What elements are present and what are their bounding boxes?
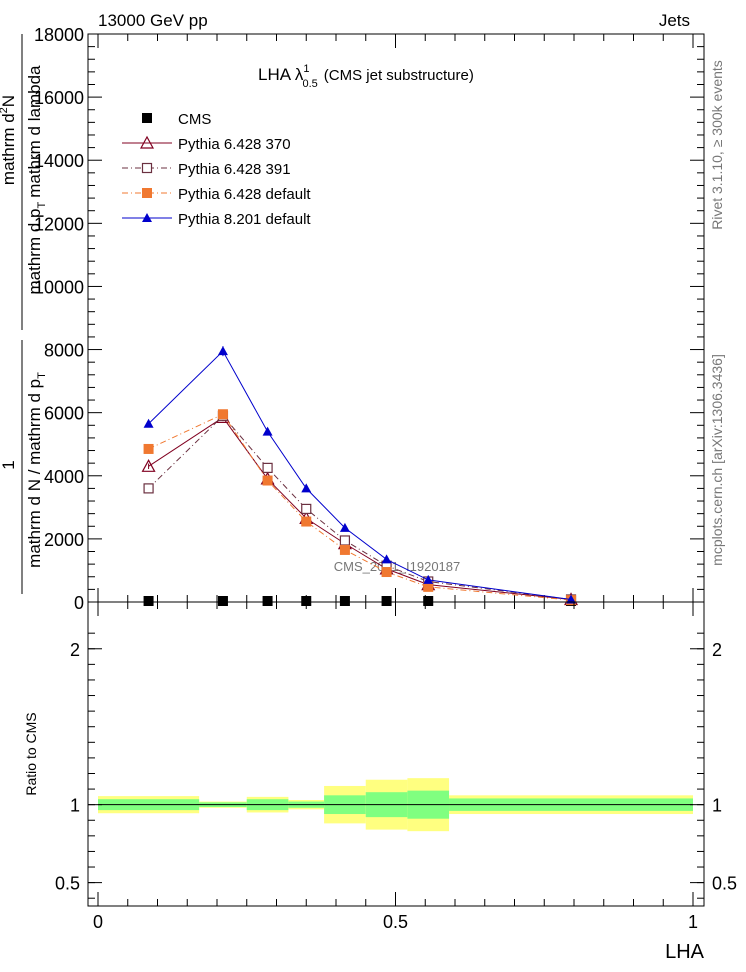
legend-label: Pythia 6.428 370 (178, 136, 291, 153)
data-point (142, 213, 152, 222)
data-point (381, 554, 392, 564)
main-panel: 0 2000 4000 6000 8000 10000 12000 14000 16000 180… (34, 25, 705, 613)
main-series-group (141, 346, 579, 606)
data-point (423, 574, 434, 584)
data-point (566, 594, 577, 604)
analysis-watermark: CMS_2021_I1920187 (334, 559, 461, 574)
series-line (148, 350, 572, 600)
main-ytick-label: 2000 (44, 530, 84, 550)
series-line (148, 415, 572, 600)
series-4 (143, 346, 577, 604)
chart-title-main: LHA λ (258, 65, 304, 84)
chart-title-sub: 0.5 (302, 78, 317, 90)
main-ytick-label: 4000 (44, 467, 84, 487)
data-point (339, 535, 351, 546)
main-ytick-label: 12000 (34, 214, 84, 234)
data-point (141, 459, 156, 472)
main-ytick-label: 8000 (44, 341, 84, 361)
legend-entry: CMS (142, 111, 211, 128)
main-y-ticks: 0 2000 4000 6000 8000 10000 12000 14000 16000 180… (34, 25, 704, 613)
data-point (262, 596, 273, 606)
ylabel-denominator: mathrm d pTmathrm d lambda (25, 65, 48, 295)
main-y-axis-label: 1 mathrm d N / mathrm d pT mathrm d2N ma… (0, 34, 48, 594)
ratio-xtick-label: 1 (688, 912, 698, 932)
header-right: Jets (659, 11, 690, 30)
series-0 (143, 596, 577, 606)
ratio-ytick-label-right: 0.5 (712, 874, 737, 894)
main-ytick-label: 18000 (34, 25, 84, 45)
data-point (423, 581, 434, 592)
data-point (142, 113, 152, 123)
data-point (143, 596, 154, 606)
data-point (141, 162, 153, 174)
legend: CMS Pythia 6.428 370 Pythia 6.428 391 Pythi… (122, 111, 311, 228)
main-ytick-label: 6000 (44, 404, 84, 424)
data-point (301, 596, 312, 606)
chart-title: LHA λ1 0.5 (CMS jet substructure) (258, 63, 474, 90)
x-axis-label: LHA (665, 941, 705, 963)
ratio-ytick-label: 2 (70, 640, 80, 660)
data-point (423, 596, 434, 606)
data-point (301, 503, 312, 515)
data-point (217, 346, 228, 356)
legend-entry: Pythia 6.428 default (122, 186, 311, 203)
ratio-ytick-label-right: 2 (712, 640, 722, 660)
rivet-label: Rivet 3.1.10, ≥ 300k events (709, 60, 725, 230)
legend-label: CMS (178, 111, 211, 128)
ratio-xtick-label: 0 (93, 912, 103, 932)
data-point (301, 483, 312, 493)
legend-label: Pythia 8.201 default (178, 211, 311, 228)
data-point (381, 567, 392, 578)
main-ytick-label: 0 (74, 593, 84, 613)
data-point (143, 483, 154, 494)
data-point (262, 462, 273, 473)
series-line (148, 413, 572, 601)
main-ytick-label: 16000 (34, 88, 84, 108)
main-ytick-label: 14000 (34, 151, 84, 171)
chart-title-suffix: (CMS jet substructure) (324, 67, 474, 84)
main-ytick-label: 10000 (34, 277, 84, 297)
data-point (139, 135, 155, 149)
chart-title-sup: 1 (303, 63, 309, 75)
series-2 (143, 410, 577, 605)
data-point (262, 475, 273, 486)
mcplots-label: mcplots.cern.ch [arXiv:1306.3436] (709, 354, 725, 566)
data-point (339, 544, 350, 555)
ratio-ytick-label: 0.5 (55, 874, 80, 894)
legend-label: Pythia 6.428 391 (178, 161, 291, 178)
data-point (142, 188, 152, 198)
ratio-ytick-label: 1 (70, 796, 80, 816)
ratio-y-ticks: 0.5 0.5 1 1 2 2 (55, 632, 737, 899)
data-point (339, 522, 350, 532)
data-point (143, 443, 154, 454)
ratio-panel: 0.5 0.51 12 2 0 0.5 1 Ratio to CMS LHA (23, 601, 737, 963)
ylabel-upper: mathrm d2N (0, 95, 18, 185)
series-3 (143, 409, 577, 606)
series-line (148, 416, 572, 600)
data-point (301, 516, 312, 527)
legend-label: Pythia 6.428 default (178, 186, 311, 203)
data-point (143, 418, 154, 428)
ratio-frame (87, 601, 705, 907)
header-left: 13000 GeV pp (98, 11, 208, 30)
ratio-x-ticks: 0 0.5 1 (93, 602, 698, 932)
data-point (339, 596, 350, 606)
data-point (217, 596, 228, 606)
legend-entry: Pythia 6.428 391 (122, 161, 291, 178)
ylabel-lower: mathrm d N / mathrm d pT (25, 372, 48, 568)
ratio-ytick-label-right: 1 (712, 796, 722, 816)
ratio-xtick-label: 0.5 (383, 912, 408, 932)
ylabel-one: 1 (0, 460, 18, 469)
legend-entry: Pythia 8.201 default (122, 211, 311, 228)
ratio-y-label: Ratio to CMS (23, 712, 39, 795)
data-point (381, 596, 392, 606)
data-point (217, 409, 228, 420)
series-1 (141, 410, 579, 606)
legend-entry: Pythia 6.428 370 (122, 135, 291, 153)
data-point (262, 426, 273, 436)
